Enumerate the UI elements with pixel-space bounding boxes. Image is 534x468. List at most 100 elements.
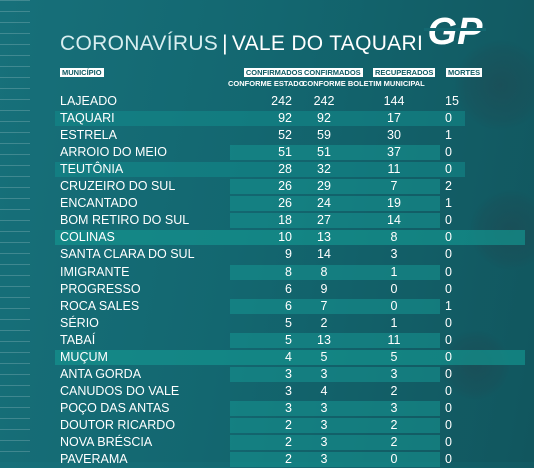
confirmados-estado-cell: 9 (285, 247, 292, 262)
recuperados-cell: 144 (383, 94, 405, 108)
table-row: ESTRELA 52 59 30 1 (55, 127, 465, 144)
municipio-cell: TABAÍ (60, 332, 96, 347)
municipio-cell: CANUDOS DO VALE (60, 383, 180, 398)
header-municipio: MUNICÍPIO (60, 68, 104, 77)
table-row: DOUTOR RICARDO 2 3 2 0 (55, 417, 465, 434)
mortes-cell: 1 (445, 196, 452, 211)
confirmados-municipal-cell: 3 (320, 366, 328, 381)
row-highlight (55, 162, 465, 178)
confirmados-estado-cell: 6 (285, 281, 292, 296)
confirmados-estado-cell: 26 (278, 179, 292, 194)
mortes-cell: 0 (445, 162, 452, 177)
municipio-cell: SANTA CLARA DO SUL (60, 247, 195, 262)
table-row: ANTA GORDA 3 3 3 0 (55, 366, 465, 383)
municipio-cell: PROGRESSO (60, 281, 141, 296)
row-highlight (230, 417, 440, 433)
municipio-cell: TAQUARI (60, 111, 115, 126)
municipio-cell: ARROIO DO MEIO (60, 145, 167, 160)
recuperados-cell: 17 (387, 111, 401, 126)
confirmados-municipal-cell: 14 (317, 247, 331, 262)
municipio-cell: POÇO DAS ANTAS (60, 400, 170, 415)
recuperados-cell: 1 (390, 264, 398, 279)
mortes-cell: 0 (445, 383, 452, 398)
row-highlight (230, 298, 440, 314)
table-row: MUÇUM 4 5 5 0 (55, 349, 525, 366)
row-highlight (230, 400, 440, 416)
table-row: SÉRIO 5 2 1 0 (55, 315, 465, 332)
confirmados-estado-cell: 92 (278, 111, 292, 126)
table-row: IMIGRANTE 8 8 1 0 (55, 264, 465, 281)
table-row: TABAÍ 5 13 11 0 (55, 332, 465, 349)
confirmados-municipal-cell: 9 (320, 281, 328, 296)
confirmados-municipal-cell: 242 (313, 94, 335, 108)
mortes-cell: 0 (445, 366, 452, 381)
table-row: LAJEADO 242 242 144 15 (55, 93, 465, 110)
mortes-cell: 0 (445, 435, 452, 449)
header-mortes: MORTES (446, 68, 483, 77)
recuperados-cell: 3 (390, 400, 398, 415)
municipio-cell: COLINAS (60, 230, 115, 245)
confirmados-municipal-cell: 3 (320, 417, 328, 432)
confirmados-municipal-cell: 29 (317, 179, 331, 194)
confirmados-estado-cell: 242 (271, 94, 292, 108)
recuperados-cell: 3 (390, 247, 398, 262)
confirmados-municipal-cell: 5 (320, 349, 328, 364)
municipio-cell: SÉRIO (60, 315, 99, 330)
table-row: TEUTÔNIA 28 32 11 0 (55, 161, 465, 178)
row-highlight (55, 111, 465, 127)
header-confirmados-municipal: CONFIRMADOS CONFORME BOLETIM MUNICIPAL (302, 68, 425, 88)
confirmados-municipal-cell: 3 (320, 400, 328, 415)
recuperados-cell: 2 (390, 417, 398, 432)
municipio-cell: LAJEADO (60, 94, 117, 108)
mortes-cell: 0 (445, 230, 452, 245)
svg-text:GP: GP (428, 11, 484, 52)
header-recuperados: RECUPERADOS (373, 68, 436, 77)
mortes-cell: 15 (445, 94, 459, 108)
table-row: ENCANTADO 26 24 19 1 (55, 195, 465, 212)
header-confirmados-estado: CONFIRMADOS CONFORME ESTADO (228, 68, 305, 88)
virus-illustration (440, 330, 510, 400)
municipio-cell: IMIGRANTE (60, 264, 130, 279)
recuperados-cell: 11 (387, 332, 401, 347)
mortes-cell: 0 (445, 213, 452, 228)
title-part1: CORONAVÍRUS (60, 32, 219, 55)
mortes-cell: 0 (445, 247, 452, 262)
recuperados-cell: 19 (387, 196, 401, 211)
row-highlight (230, 264, 440, 280)
row-highlight (230, 196, 440, 212)
table-row: COLINAS 10 13 8 0 (55, 229, 525, 246)
confirmados-municipal-cell: 7 (320, 298, 328, 313)
recuperados-cell: 14 (387, 213, 401, 228)
table-row: CRUZEIRO DO SUL 26 29 7 2 (55, 178, 465, 195)
confirmados-municipal-cell: 13 (317, 332, 331, 347)
table-row: ROCA SALES 6 7 0 1 (55, 298, 465, 315)
municipio-cell: CRUZEIRO DO SUL (60, 179, 176, 194)
confirmados-estado-cell: 2 (285, 435, 292, 449)
gp-logo: GP (424, 11, 486, 52)
table-row: BOM RETIRO DO SUL 18 27 14 0 (55, 212, 465, 229)
recuperados-cell: 2 (390, 435, 398, 449)
recuperados-cell: 5 (390, 349, 398, 364)
row-highlight (230, 332, 440, 348)
confirmados-estado-cell: 3 (285, 400, 292, 415)
confirmados-municipal-cell: 8 (320, 264, 328, 279)
mortes-cell: 0 (445, 417, 452, 432)
table-row: TAQUARI 92 92 17 0 (55, 110, 465, 127)
municipio-cell: ESTRELA (60, 128, 117, 143)
confirmados-estado-cell: 8 (285, 264, 292, 279)
row-highlight (230, 366, 440, 382)
confirmados-estado-cell: 3 (285, 383, 292, 398)
mortes-cell: 0 (445, 145, 452, 160)
row-highlight (55, 349, 525, 365)
confirmados-estado-cell: 3 (285, 366, 292, 381)
decorative-stripes (0, 0, 30, 462)
confirmados-municipal-cell: 4 (320, 383, 328, 398)
confirmados-municipal-cell: 2 (320, 315, 328, 330)
mortes-cell: 0 (445, 332, 452, 347)
municipio-cell: ROCA SALES (60, 298, 140, 313)
confirmados-estado-cell: 2 (285, 417, 292, 432)
row-highlight (55, 230, 525, 246)
mortes-cell: 1 (445, 128, 452, 143)
mortes-cell: 0 (445, 349, 452, 364)
row-highlight (230, 179, 440, 195)
